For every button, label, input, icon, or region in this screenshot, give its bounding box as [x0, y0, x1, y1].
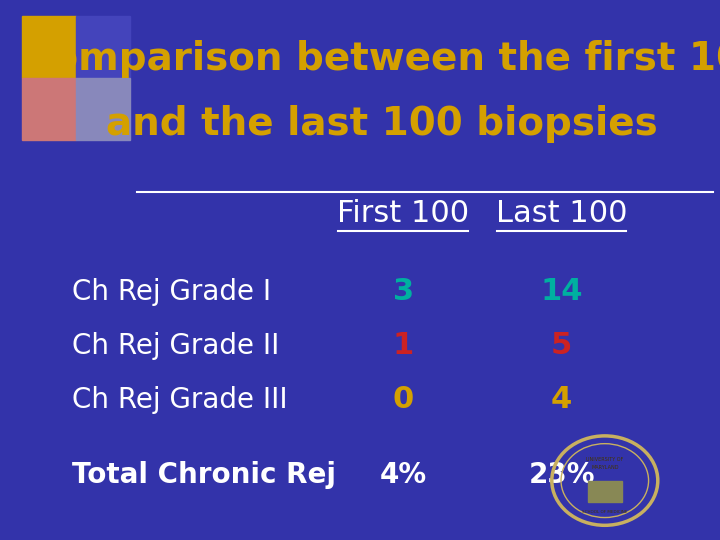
Bar — [22, 16, 76, 78]
Text: 4: 4 — [551, 385, 572, 414]
Bar — [76, 16, 130, 78]
Text: 14: 14 — [540, 277, 583, 306]
Text: UNIVERSITY OF: UNIVERSITY OF — [586, 457, 624, 462]
Text: 4%: 4% — [379, 461, 427, 489]
Text: Ch Rej Grade II: Ch Rej Grade II — [72, 332, 279, 360]
Text: Ch Rej Grade I: Ch Rej Grade I — [72, 278, 271, 306]
Text: Comparison between the first 100: Comparison between the first 100 — [22, 40, 720, 78]
Text: First 100: First 100 — [337, 199, 469, 228]
Bar — [22, 78, 76, 140]
Bar — [588, 481, 622, 502]
Text: MARYLAND: MARYLAND — [591, 465, 618, 470]
Text: 1: 1 — [392, 331, 414, 360]
Text: Ch Rej Grade III: Ch Rej Grade III — [72, 386, 287, 414]
Text: 3: 3 — [392, 277, 414, 306]
Bar — [76, 78, 130, 140]
Text: and the last 100 biopsies: and the last 100 biopsies — [106, 105, 657, 143]
Text: 0: 0 — [392, 385, 414, 414]
Text: 5: 5 — [551, 331, 572, 360]
Text: 23%: 23% — [528, 461, 595, 489]
Text: SCHOOL OF MEDICINE: SCHOOL OF MEDICINE — [582, 510, 628, 514]
Text: Last 100: Last 100 — [496, 199, 627, 228]
Text: Total Chronic Rej: Total Chronic Rej — [72, 461, 336, 489]
